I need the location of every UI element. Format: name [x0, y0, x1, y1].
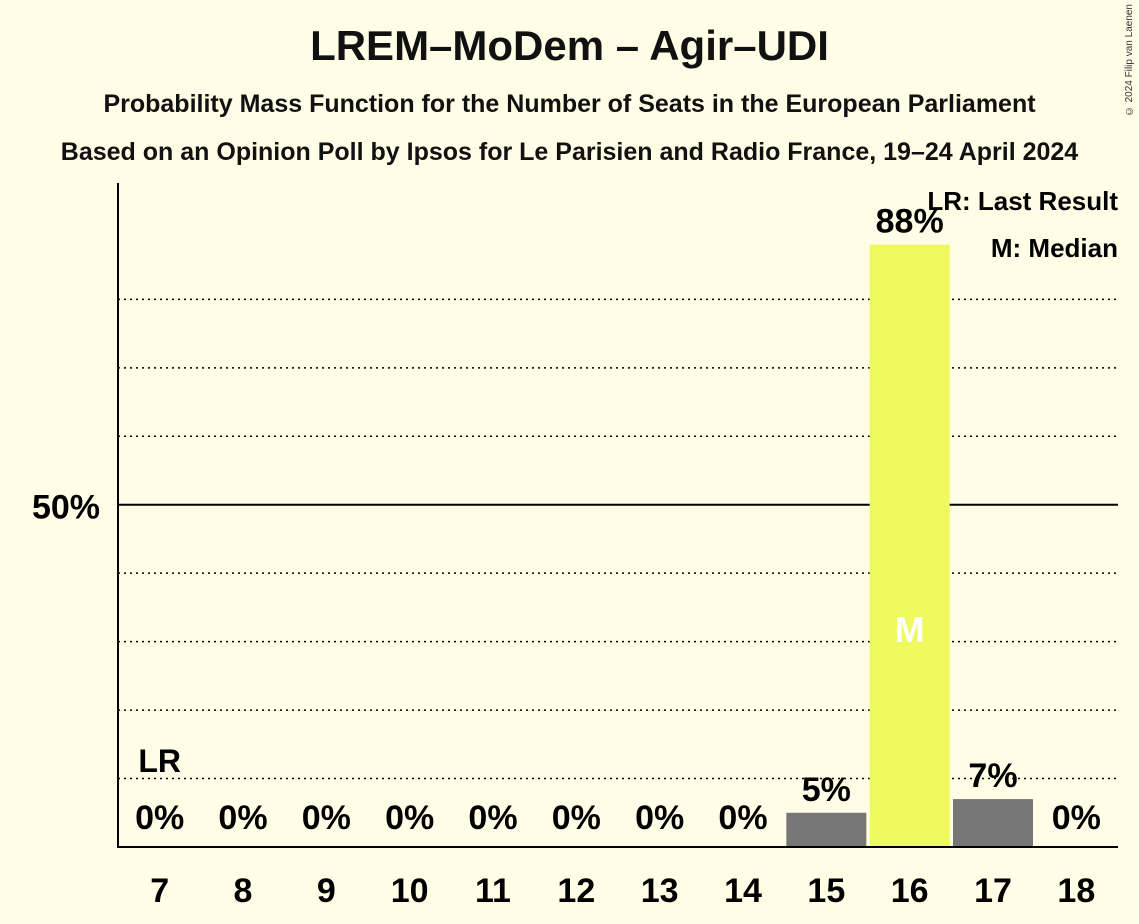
- legend-last-result: LR: Last Result: [927, 186, 1118, 216]
- value-label-18: 0%: [1052, 799, 1101, 837]
- x-tick-label-9: 9: [317, 872, 336, 910]
- x-tick-label-7: 7: [150, 872, 169, 910]
- legend-median: M: Median: [991, 233, 1118, 263]
- x-tick-label-17: 17: [974, 872, 1012, 910]
- value-label-15: 5%: [802, 771, 851, 809]
- bar-seat-15: [786, 812, 867, 847]
- x-tick-label-10: 10: [391, 872, 429, 910]
- x-tick-label-14: 14: [724, 872, 762, 910]
- y-tick-label: 50%: [32, 489, 100, 527]
- x-tick-label-13: 13: [641, 872, 679, 910]
- x-tick-label-18: 18: [1057, 872, 1095, 910]
- value-label-10: 0%: [385, 799, 434, 837]
- x-tick-label-12: 12: [557, 872, 595, 910]
- chart-subtitle-2: Based on an Opinion Poll by Ipsos for Le…: [60, 138, 1079, 166]
- value-label-7: 0%: [135, 799, 184, 837]
- chart-title: LREM–MoDem – Agir–UDI: [310, 22, 829, 69]
- x-tick-label-16: 16: [891, 872, 929, 910]
- value-label-14: 0%: [718, 799, 767, 837]
- x-tick-label-8: 8: [234, 872, 253, 910]
- chart-subtitle-1: Probability Mass Function for the Number…: [103, 90, 1036, 118]
- x-tick-label-15: 15: [807, 872, 845, 910]
- value-label-16: 88%: [876, 203, 944, 241]
- value-label-17: 7%: [968, 757, 1017, 795]
- bar-seat-16: [869, 244, 950, 847]
- median-marker: M: [895, 609, 925, 650]
- value-label-11: 0%: [468, 799, 517, 837]
- x-tick-label-11: 11: [475, 872, 511, 910]
- value-label-13: 0%: [635, 799, 684, 837]
- value-label-9: 0%: [302, 799, 351, 837]
- value-label-12: 0%: [552, 799, 601, 837]
- bar-seat-17: [953, 799, 1033, 847]
- last-result-marker: LR: [138, 743, 181, 779]
- value-label-8: 0%: [218, 799, 267, 837]
